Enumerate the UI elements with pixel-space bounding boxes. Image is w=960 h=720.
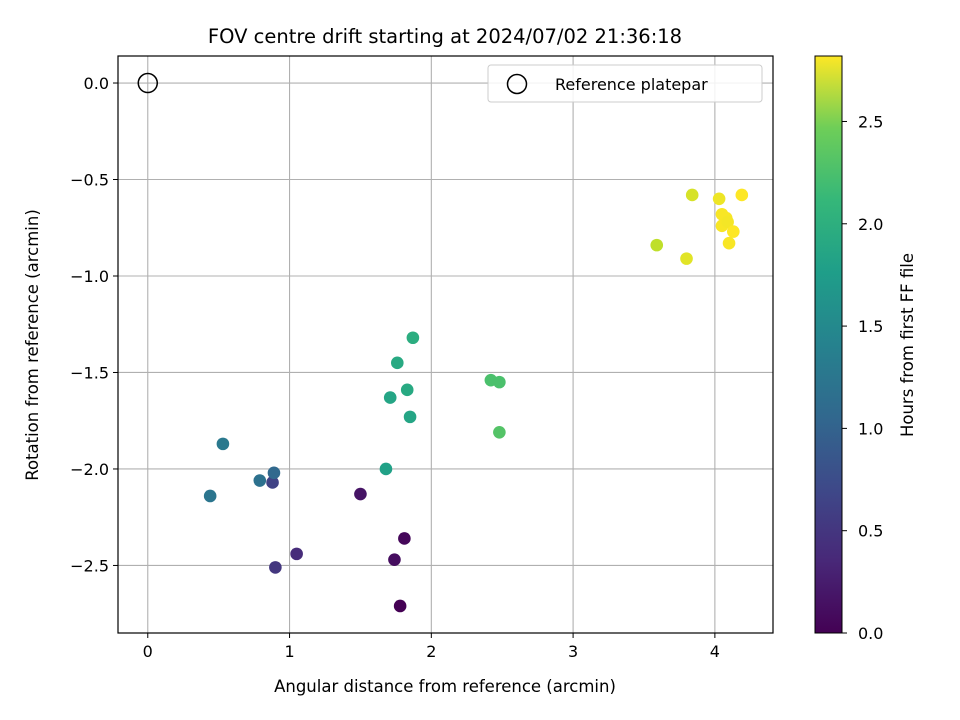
y-tick-label: −2.5 xyxy=(70,556,109,575)
x-tick-label: 1 xyxy=(284,642,294,661)
plot-frame xyxy=(117,55,774,634)
x-tick-label: 2 xyxy=(426,642,436,661)
data-point xyxy=(712,192,726,206)
data-point xyxy=(393,599,407,613)
legend: Reference platepar xyxy=(487,64,763,103)
x-axis-label: Angular distance from reference (arcmin) xyxy=(274,677,616,696)
data-point xyxy=(406,331,420,345)
data-point xyxy=(388,553,401,566)
colorbar-tick-label: 1.5 xyxy=(858,317,883,336)
reference-point-marker xyxy=(137,72,159,94)
data-point xyxy=(493,426,506,439)
data-point xyxy=(379,462,393,476)
colorbar-ticks: 0.0 0.5 1.0 1.5 2.0 2.5 xyxy=(842,112,883,643)
data-point xyxy=(253,474,267,487)
colorbar-tick-label: 0.0 xyxy=(858,624,883,643)
y-tick-label: −1.5 xyxy=(70,363,109,382)
grid xyxy=(118,56,773,633)
reference-layer xyxy=(137,72,159,94)
colorbar-tick-label: 1.0 xyxy=(858,419,883,438)
data-point xyxy=(203,489,217,503)
x-tick-label: 4 xyxy=(710,642,720,661)
colorbar-tick-label: 2.5 xyxy=(858,112,883,131)
data-point xyxy=(390,356,404,370)
data-point xyxy=(267,466,281,480)
data-point xyxy=(383,391,397,404)
y-axis-label: Rotation from reference (arcmin) xyxy=(23,209,42,481)
y-axis-ticks: 0.0 −0.5 −1.0 −1.5 −2.0 −2.5 xyxy=(70,74,118,575)
chart-title: FOV centre drift starting at 2024/07/02 … xyxy=(208,25,682,48)
data-point xyxy=(722,236,736,250)
data-point xyxy=(398,532,411,545)
y-tick-label: −1.0 xyxy=(70,267,109,286)
x-axis-ticks: 0 1 2 3 4 xyxy=(143,633,720,661)
legend-box xyxy=(487,64,763,103)
data-point xyxy=(650,238,664,252)
data-point xyxy=(735,188,749,202)
data-point xyxy=(403,410,417,424)
colorbar xyxy=(815,56,842,633)
legend-marker-icon xyxy=(506,73,528,95)
data-point xyxy=(290,547,303,561)
data-point xyxy=(727,225,740,238)
data-point xyxy=(354,487,367,501)
x-tick-label: 0 xyxy=(143,642,153,661)
colorbar-frame xyxy=(814,55,843,634)
y-tick-label: −2.0 xyxy=(70,460,109,479)
data-point xyxy=(400,383,414,397)
scatter-points xyxy=(203,188,749,613)
colorbar-tick-label: 0.5 xyxy=(858,522,883,541)
data-point xyxy=(266,476,279,489)
data-point xyxy=(493,375,506,389)
legend-entry-reference: Reference platepar xyxy=(555,75,708,94)
data-point xyxy=(269,561,282,574)
y-tick-label: −0.5 xyxy=(70,171,109,190)
data-point xyxy=(680,252,693,265)
data-point xyxy=(721,215,734,229)
x-tick-label: 3 xyxy=(568,642,578,661)
data-point xyxy=(685,188,699,202)
data-point xyxy=(216,437,230,451)
y-tick-label: 0.0 xyxy=(84,74,109,93)
colorbar-tick-label: 2.0 xyxy=(858,215,883,234)
colorbar-label: Hours from first FF file xyxy=(898,253,917,437)
